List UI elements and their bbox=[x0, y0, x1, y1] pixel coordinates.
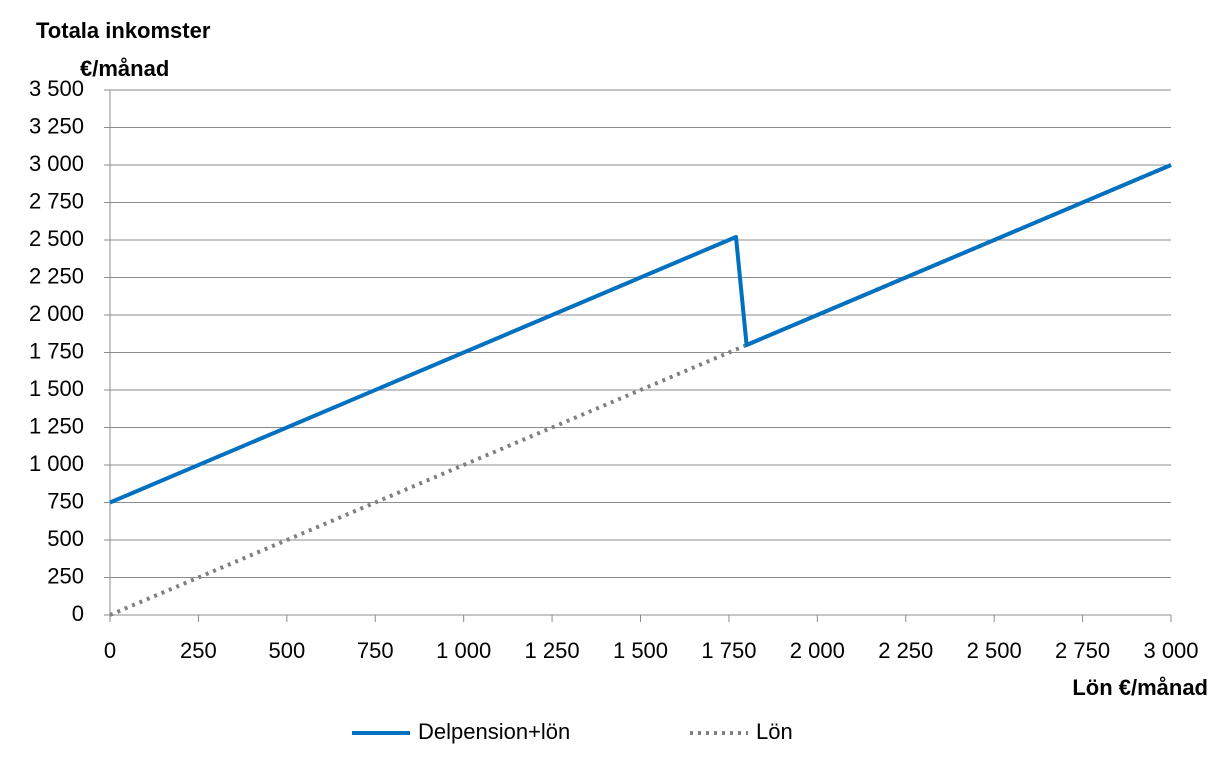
legend-label: Delpension+lön bbox=[418, 719, 570, 744]
x-tick-label: 0 bbox=[104, 638, 116, 663]
x-tick-label: 500 bbox=[268, 638, 305, 663]
y-axis-title: €/månad bbox=[80, 56, 169, 81]
y-tick-label: 2 250 bbox=[29, 263, 84, 288]
y-tick-label: 1 500 bbox=[29, 376, 84, 401]
x-tick-label: 2 500 bbox=[967, 638, 1022, 663]
x-tick-label: 750 bbox=[357, 638, 394, 663]
y-tick-label: 3 250 bbox=[29, 113, 84, 138]
y-tick-label: 1 250 bbox=[29, 413, 84, 438]
y-tick-label: 750 bbox=[47, 488, 84, 513]
x-tick-label: 2 750 bbox=[1055, 638, 1110, 663]
x-tick-label: 250 bbox=[180, 638, 217, 663]
y-tick-label: 2 750 bbox=[29, 188, 84, 213]
x-tick-label: 1 500 bbox=[613, 638, 668, 663]
x-tick-label: 1 750 bbox=[701, 638, 756, 663]
line-series bbox=[109, 163, 1172, 505]
x-tick-label: 1 000 bbox=[436, 638, 491, 663]
legend-label: Lön bbox=[756, 719, 793, 744]
y-axis-title: Totala inkomster bbox=[36, 18, 211, 43]
x-tick-label: 3 000 bbox=[1143, 638, 1198, 663]
x-axis-title: Lön €/månad bbox=[1072, 675, 1208, 700]
y-tick-label: 0 bbox=[72, 601, 84, 626]
y-tick-label: 500 bbox=[47, 526, 84, 551]
y-tick-label: 2 500 bbox=[29, 226, 84, 251]
x-tick-label: 1 250 bbox=[525, 638, 580, 663]
y-tick-label: 1 750 bbox=[29, 338, 84, 363]
x-tick-label: 2 000 bbox=[790, 638, 845, 663]
y-tick-label: 250 bbox=[47, 563, 84, 588]
y-tick-label: 3 500 bbox=[29, 76, 84, 101]
y-tick-label: 2 000 bbox=[29, 301, 84, 326]
y-tick-label: 1 000 bbox=[29, 451, 84, 476]
y-tick-label: 3 000 bbox=[29, 151, 84, 176]
x-tick-label: 2 250 bbox=[878, 638, 933, 663]
